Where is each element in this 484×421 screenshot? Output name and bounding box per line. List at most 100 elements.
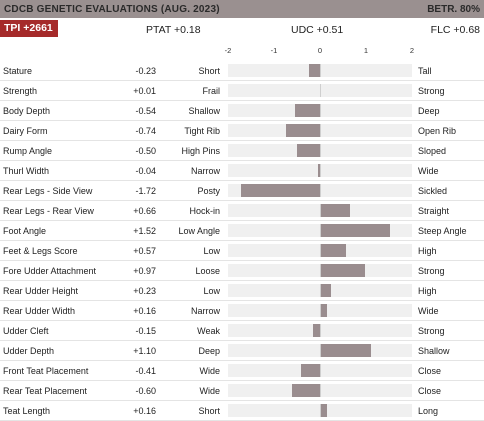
zero-line bbox=[320, 324, 321, 337]
trait-row: Body Depth -0.54 Shallow Deep bbox=[0, 100, 484, 121]
trait-value: -0.74 bbox=[135, 126, 156, 136]
low-descriptor: Deep bbox=[198, 346, 220, 356]
title-bar: CDCB GENETIC EVALUATIONS (AUG. 2023) BET… bbox=[0, 0, 484, 18]
high-descriptor: Tall bbox=[418, 66, 432, 76]
trait-bar bbox=[320, 224, 390, 237]
high-descriptor: Strong bbox=[418, 326, 445, 336]
trait-row: Strength +0.01 Frail Strong bbox=[0, 80, 484, 101]
high-descriptor: Sickled bbox=[418, 186, 448, 196]
udc-value: UDC +0.51 bbox=[291, 24, 344, 36]
row-divider bbox=[0, 339, 484, 341]
row-divider bbox=[0, 399, 484, 401]
zero-line bbox=[320, 64, 321, 77]
high-descriptor: Strong bbox=[418, 266, 445, 276]
row-divider bbox=[0, 219, 484, 221]
high-descriptor: Steep Angle bbox=[418, 226, 467, 236]
low-descriptor: Loose bbox=[195, 266, 220, 276]
zero-line bbox=[320, 404, 321, 417]
low-descriptor: Narrow bbox=[190, 166, 220, 176]
high-descriptor: Sloped bbox=[418, 146, 447, 156]
trait-name: Rump Angle bbox=[3, 146, 53, 156]
trait-name: Udder Cleft bbox=[3, 326, 49, 336]
low-descriptor: Hock-in bbox=[189, 206, 220, 216]
trait-bar bbox=[320, 204, 351, 217]
zero-line bbox=[320, 284, 321, 297]
trait-row: Rear Udder Height +0.23 Low High bbox=[0, 280, 484, 301]
flc-value: FLC +0.68 bbox=[430, 24, 480, 36]
row-divider bbox=[0, 239, 484, 241]
trait-value: +1.10 bbox=[133, 346, 156, 356]
row-divider bbox=[0, 159, 484, 161]
trait-value: -0.23 bbox=[135, 66, 156, 76]
trait-bar bbox=[313, 324, 320, 337]
reliability-label: BETR. 80% bbox=[427, 4, 480, 15]
row-divider bbox=[0, 259, 484, 261]
high-descriptor: High bbox=[418, 246, 437, 256]
trait-name: Thurl Width bbox=[3, 166, 50, 176]
trait-name: Rear Legs - Side View bbox=[3, 186, 93, 196]
zero-line bbox=[320, 244, 321, 257]
report-title: CDCB GENETIC EVALUATIONS (AUG. 2023) bbox=[4, 4, 220, 15]
low-descriptor: Narrow bbox=[190, 306, 220, 316]
trait-row: Rump Angle -0.50 High Pins Sloped bbox=[0, 140, 484, 161]
trait-row: Thurl Width -0.04 Narrow Wide bbox=[0, 160, 484, 181]
zero-line bbox=[320, 84, 321, 97]
x-tick-label: 0 bbox=[317, 46, 323, 55]
high-descriptor: Close bbox=[418, 366, 442, 376]
trait-name: Rear Udder Height bbox=[3, 286, 79, 296]
high-descriptor: Long bbox=[418, 406, 439, 416]
zero-line bbox=[320, 264, 321, 277]
x-tick-label: -1 bbox=[270, 46, 278, 55]
x-axis: -2 -1 0 1 2 bbox=[0, 46, 484, 60]
high-descriptor: Open Rib bbox=[418, 126, 457, 136]
row-divider bbox=[0, 179, 484, 181]
trait-bar bbox=[320, 304, 328, 317]
trait-bar bbox=[309, 64, 320, 77]
row-divider bbox=[0, 119, 484, 121]
trait-row: Udder Cleft -0.15 Weak Strong bbox=[0, 320, 484, 341]
high-descriptor: Close bbox=[418, 386, 442, 396]
zero-line bbox=[320, 304, 321, 317]
high-descriptor: Shallow bbox=[418, 346, 450, 356]
row-divider bbox=[0, 359, 484, 361]
trait-name: Teat Length bbox=[3, 406, 51, 416]
trait-bar bbox=[320, 404, 328, 417]
zero-line bbox=[320, 204, 321, 217]
row-divider bbox=[0, 299, 484, 301]
low-descriptor: Wide bbox=[199, 386, 220, 396]
row-divider bbox=[0, 199, 484, 201]
zero-line bbox=[320, 124, 321, 137]
high-descriptor: High bbox=[418, 286, 437, 296]
trait-value: -0.50 bbox=[135, 146, 156, 156]
zero-line bbox=[320, 384, 321, 397]
trait-row: Rear Teat Placement -0.60 Wide Close bbox=[0, 380, 484, 401]
trait-bar bbox=[320, 244, 347, 257]
trait-value: +0.16 bbox=[133, 406, 156, 416]
trait-row: Fore Udder Attachment +0.97 Loose Strong bbox=[0, 260, 484, 281]
trait-value: +0.23 bbox=[133, 286, 156, 296]
trait-value: +1.52 bbox=[133, 226, 156, 236]
trait-name: Rear Teat Placement bbox=[3, 386, 87, 396]
trait-row: Teat Length +0.16 Short Long bbox=[0, 400, 484, 421]
trait-bar bbox=[295, 104, 320, 117]
x-tick-label: 2 bbox=[409, 46, 415, 55]
trait-row: Rear Udder Width +0.16 Narrow Wide bbox=[0, 300, 484, 321]
trait-value: +0.01 bbox=[133, 86, 156, 96]
zero-line bbox=[320, 144, 321, 157]
trait-name: Strength bbox=[3, 86, 38, 96]
low-descriptor: Tight Rib bbox=[184, 126, 220, 136]
row-divider bbox=[0, 139, 484, 141]
high-descriptor: Wide bbox=[418, 306, 439, 316]
row-divider bbox=[0, 279, 484, 281]
trait-name: Rear Udder Width bbox=[3, 306, 76, 316]
zero-line bbox=[320, 164, 321, 177]
zero-line bbox=[320, 344, 321, 357]
trait-name: Feet & Legs Score bbox=[3, 246, 78, 256]
trait-value: -0.04 bbox=[135, 166, 156, 176]
x-tick-label: 1 bbox=[363, 46, 369, 55]
zero-line bbox=[320, 364, 321, 377]
trait-value: -0.60 bbox=[135, 386, 156, 396]
trait-bar bbox=[320, 344, 371, 357]
trait-row: Rear Legs - Side View -1.72 Posty Sickled bbox=[0, 180, 484, 201]
row-divider bbox=[0, 419, 484, 421]
